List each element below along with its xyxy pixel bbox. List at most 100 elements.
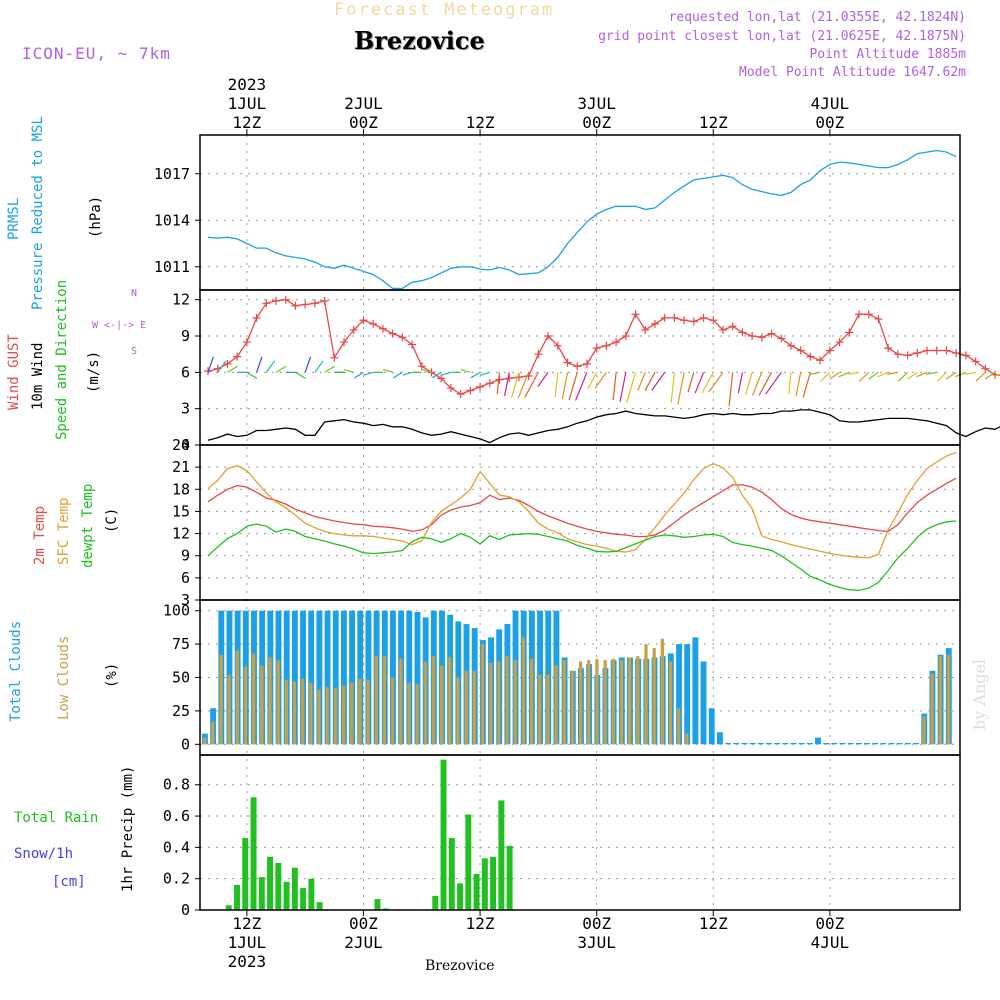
wind-arrow xyxy=(619,372,627,402)
gust-marker xyxy=(252,313,261,322)
low-cloud-bar xyxy=(341,685,346,745)
wind-arrow xyxy=(227,365,238,373)
gust-marker xyxy=(466,386,475,395)
gust-marker xyxy=(650,319,659,328)
low-cloud-bar xyxy=(938,656,942,745)
total-cloud-bar xyxy=(790,742,797,745)
pressure-panel xyxy=(207,149,957,290)
gust-marker xyxy=(884,344,893,353)
wind-arrow xyxy=(945,371,957,380)
total-cloud-bar xyxy=(291,610,298,745)
wind-panel xyxy=(204,295,1000,444)
low-cloud-bar xyxy=(211,721,215,745)
gust-marker xyxy=(767,329,776,338)
low-cloud-bar xyxy=(603,660,607,745)
rain-bar xyxy=(283,881,290,910)
y-tick-label: 6 xyxy=(181,363,190,381)
y-tick-label: 0.6 xyxy=(163,807,190,825)
low-cloud-bar xyxy=(946,654,951,745)
low-cloud-bar xyxy=(366,680,370,745)
low-cloud-bar xyxy=(546,674,550,745)
time-label-bottom: 2JUL xyxy=(344,933,383,952)
gust-marker xyxy=(369,319,378,328)
wind-arrow xyxy=(265,360,276,373)
low-cloud-bar xyxy=(440,665,444,745)
low-cloud-bar xyxy=(930,673,934,745)
wind-arrow xyxy=(217,360,227,373)
gust-marker xyxy=(835,338,844,347)
gust-marker xyxy=(602,341,611,350)
temp-dew-line xyxy=(207,520,957,592)
low-cloud-bar xyxy=(521,637,526,745)
gust-marker xyxy=(641,325,650,334)
low-cloud-bar xyxy=(423,661,427,745)
total-cloud-bar xyxy=(798,742,805,745)
low-cloud-bar xyxy=(922,716,926,745)
gust-marker xyxy=(874,315,883,324)
gust-marker xyxy=(301,300,310,309)
y-tick-label: 12 xyxy=(172,525,190,543)
y-tick-label: 75 xyxy=(172,635,190,653)
low-cloud-bar xyxy=(677,708,681,745)
low-cloud-bar xyxy=(415,684,419,745)
y-tick-label: 18 xyxy=(172,480,190,498)
time-label-bottom: 12Z xyxy=(232,914,261,933)
wind-arrow xyxy=(644,372,656,392)
total-cloud-bar xyxy=(692,637,699,745)
snow-label: Snow/1h xyxy=(14,846,74,862)
rain-bar xyxy=(267,856,274,910)
wind-arrow xyxy=(964,371,976,375)
y-tick-label: 6 xyxy=(181,569,190,587)
total-cloud-bar xyxy=(774,742,781,745)
low-cloud-bar xyxy=(284,680,288,745)
y-tick-label: 0.8 xyxy=(163,776,190,794)
wind-arrow xyxy=(701,372,714,394)
total-cloud-bar xyxy=(308,610,315,745)
wind-arrow xyxy=(916,371,928,378)
total-cloud-bar xyxy=(872,742,879,745)
snow-unit-label: [cm] xyxy=(52,874,86,890)
total-cloud-bar xyxy=(823,742,830,745)
rain-bar xyxy=(308,878,315,910)
time-label-top: 2JUL xyxy=(344,94,383,113)
time-label-top: 12Z xyxy=(466,113,495,132)
wind-arrow xyxy=(677,372,685,405)
gust-marker xyxy=(544,332,553,341)
low-cloud-bar xyxy=(219,654,223,745)
rain-bar xyxy=(490,856,497,910)
time-label-top: 4JUL xyxy=(811,94,850,113)
gust-marker xyxy=(310,299,319,308)
total-cloud-bar xyxy=(864,742,870,745)
time-label-bottom: 3JUL xyxy=(577,933,616,952)
time-label-top: 00Z xyxy=(349,113,378,132)
y-tick-label: 15 xyxy=(172,502,190,520)
low-cloud-bar xyxy=(464,670,468,745)
model-label: ICON-EU, ~ 7km xyxy=(22,44,171,63)
total-cloud-bar xyxy=(684,644,691,745)
wind-arrow xyxy=(887,371,898,375)
rain-label: Total Rain xyxy=(14,810,99,826)
low-cloud-bar xyxy=(660,638,664,745)
low-cloud-bar xyxy=(587,660,591,745)
low-cloud-bar xyxy=(480,644,485,745)
gust-marker xyxy=(718,325,727,334)
total-cloud-bar xyxy=(839,742,846,745)
gust-marker xyxy=(349,325,358,334)
time-label-bottom: 12Z xyxy=(466,914,495,933)
total-cloud-bar xyxy=(332,610,339,745)
frame-layer: 1011101410170369123691215182124025507510… xyxy=(154,129,961,919)
wind-arrow xyxy=(906,371,918,380)
low-cloud-bar xyxy=(333,688,338,745)
gust-marker xyxy=(757,333,766,342)
gust-marker xyxy=(398,333,407,342)
precip-panel xyxy=(225,759,513,910)
requested-coords: requested lon,lat (21.0355E, 42.1824N) xyxy=(668,10,966,25)
low-cloud-bar xyxy=(448,657,452,745)
low-cloud-bar xyxy=(595,658,599,745)
rain-bar xyxy=(498,800,505,910)
compass-n: N xyxy=(131,288,138,299)
wind-arrow xyxy=(554,372,559,398)
y-tick-label: 0.4 xyxy=(163,838,190,856)
low-cloud-bar xyxy=(317,689,321,745)
gust-marker xyxy=(816,356,825,365)
